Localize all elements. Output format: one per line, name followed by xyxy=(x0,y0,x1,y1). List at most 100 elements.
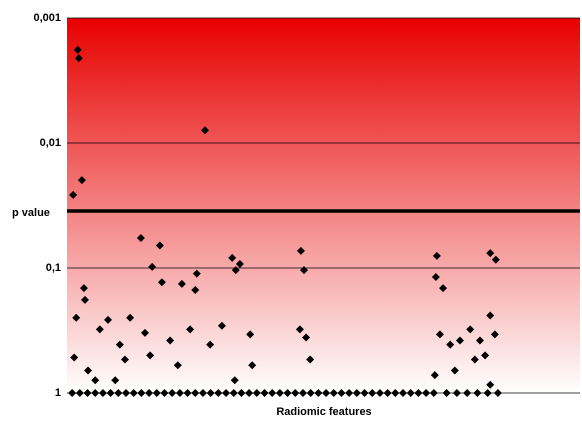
data-point xyxy=(152,389,161,397)
data-point xyxy=(329,389,338,397)
data-point xyxy=(70,353,79,362)
data-point xyxy=(486,249,495,258)
data-point xyxy=(191,286,200,295)
data-point xyxy=(245,389,254,397)
data-point xyxy=(235,260,244,269)
y-tick-label: 0,01 xyxy=(40,137,61,149)
data-point xyxy=(486,380,495,389)
y-tick-label: 0,1 xyxy=(46,262,61,274)
data-point xyxy=(490,330,499,339)
data-point xyxy=(80,295,89,304)
data-point xyxy=(455,336,464,345)
data-point xyxy=(148,262,157,271)
data-point xyxy=(435,330,444,339)
data-point xyxy=(168,389,177,397)
data-point xyxy=(291,389,300,397)
data-point xyxy=(68,389,77,397)
data-point xyxy=(491,255,500,264)
data-point xyxy=(375,389,384,397)
data-point xyxy=(246,330,255,339)
y-tick-label: 0,001 xyxy=(33,12,61,24)
data-point xyxy=(206,340,215,349)
data-point xyxy=(483,389,492,397)
data-point xyxy=(352,389,361,397)
data-point xyxy=(450,366,459,375)
data-point xyxy=(481,351,490,360)
data-point xyxy=(200,126,209,135)
data-point xyxy=(432,251,441,260)
data-point xyxy=(298,389,307,397)
data-point xyxy=(383,389,392,397)
data-point xyxy=(98,389,107,397)
data-point xyxy=(230,376,239,385)
data-point xyxy=(391,389,400,397)
data-point xyxy=(406,389,415,397)
data-point xyxy=(91,389,100,397)
y-axis-label: p value xyxy=(12,207,50,219)
data-point xyxy=(337,389,346,397)
data-point xyxy=(414,389,423,397)
data-point xyxy=(166,336,175,345)
data-point xyxy=(228,253,237,262)
data-point xyxy=(74,54,83,63)
data-point xyxy=(115,340,124,349)
data-point xyxy=(140,328,149,337)
data-point xyxy=(217,321,226,330)
data-point xyxy=(442,389,451,397)
data-point xyxy=(486,311,495,320)
data-point xyxy=(463,389,472,397)
data-point xyxy=(300,266,309,275)
data-point xyxy=(306,355,315,364)
data-point xyxy=(145,389,154,397)
data-point xyxy=(191,389,200,397)
data-point xyxy=(422,389,431,397)
data-point xyxy=(237,389,246,397)
data-point xyxy=(430,371,439,380)
data-point xyxy=(198,389,207,397)
data-point xyxy=(121,389,130,397)
data-point xyxy=(452,389,461,397)
data-point xyxy=(314,389,323,397)
data-point xyxy=(466,325,475,334)
data-point xyxy=(252,389,261,397)
data-point xyxy=(126,313,135,322)
data-point xyxy=(275,389,284,397)
data-point xyxy=(231,266,240,275)
data-point xyxy=(186,325,195,334)
data-point xyxy=(399,389,408,397)
data-point xyxy=(114,389,123,397)
data-point xyxy=(248,361,257,370)
data-point xyxy=(77,176,86,185)
data-point xyxy=(429,389,438,397)
data-point xyxy=(175,389,184,397)
data-point xyxy=(322,389,331,397)
data-point xyxy=(214,389,223,397)
data-point xyxy=(268,389,277,397)
data-point xyxy=(177,279,186,288)
data-point xyxy=(368,389,377,397)
data-point xyxy=(222,389,231,397)
data-point xyxy=(95,325,104,334)
data-point xyxy=(120,355,129,364)
data-point xyxy=(83,389,92,397)
data-point xyxy=(69,190,78,199)
data-point xyxy=(183,389,192,397)
x-axis-label: Radiomic features xyxy=(276,406,371,418)
data-point xyxy=(129,389,138,397)
data-point xyxy=(160,389,169,397)
data-point xyxy=(104,315,113,324)
data-point xyxy=(446,340,455,349)
data-point xyxy=(91,376,100,385)
data-point xyxy=(136,233,145,242)
data-point xyxy=(111,376,120,385)
data-point xyxy=(72,313,81,322)
data-point xyxy=(106,389,115,397)
data-point xyxy=(229,389,238,397)
data-point xyxy=(345,389,354,397)
data-point xyxy=(493,389,502,397)
data-point xyxy=(192,269,201,278)
data-point xyxy=(146,351,155,360)
data-point xyxy=(475,336,484,345)
